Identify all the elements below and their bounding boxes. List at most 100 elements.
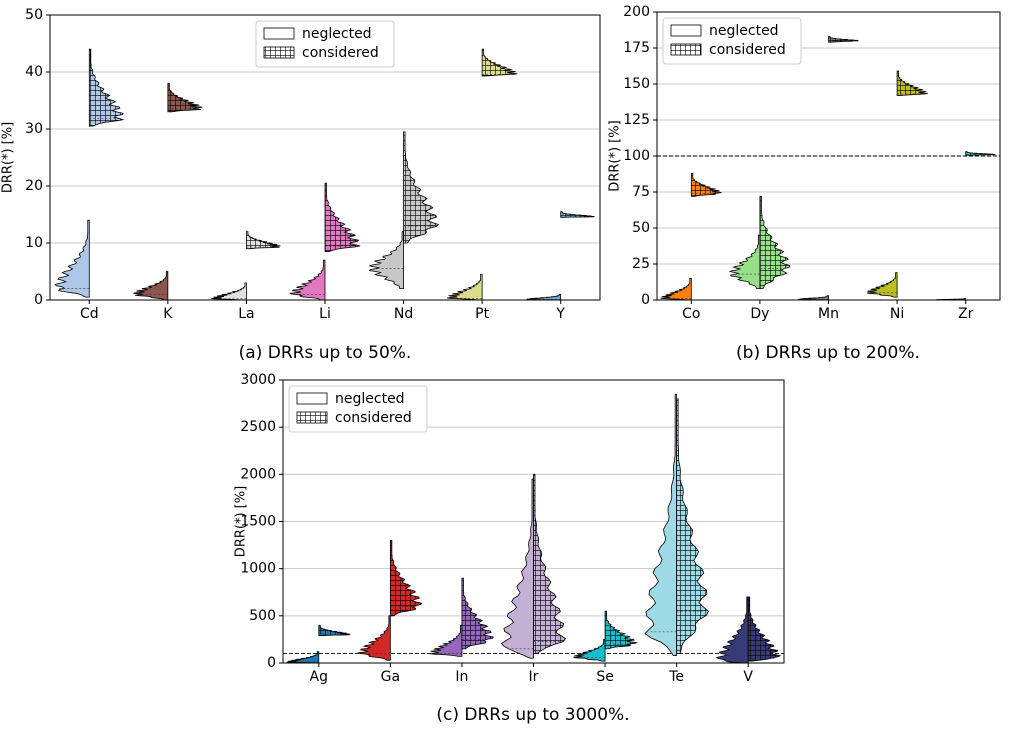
y-axis-label: DRR(*) [%]	[608, 120, 623, 191]
legend-swatch	[670, 43, 702, 56]
y-tick-label: 1000	[240, 561, 276, 577]
legend-label: considered	[709, 42, 786, 58]
plot-frame	[656, 11, 1001, 301]
violin-half	[533, 473, 567, 654]
legend-label: neglected	[302, 26, 372, 42]
violin-half	[54, 219, 90, 298]
violin-half	[211, 282, 247, 301]
legend-swatch	[296, 411, 328, 424]
y-tick-label: 125	[623, 112, 650, 128]
y-tick-label: 40	[25, 64, 43, 80]
x-tick-label: Ag	[310, 669, 328, 685]
caption: (b) DRRs up to 200%.	[736, 343, 920, 363]
y-tick-label: 0	[641, 292, 650, 308]
y-tick-label: 150	[623, 76, 650, 92]
y-tick-label: 10	[25, 235, 43, 251]
x-tick-label: Li	[319, 306, 331, 322]
x-tick-label: Co	[682, 306, 700, 322]
violin-half	[324, 182, 361, 252]
plot-frame	[282, 379, 785, 664]
legend-swatch	[263, 46, 295, 59]
x-tick-label: V	[743, 669, 753, 685]
y-axis-label: DRR(*) [%]	[234, 486, 249, 557]
caption: (a) DRRs up to 50%.	[239, 343, 412, 363]
y-tick-label: 500	[249, 608, 276, 624]
violin-half	[318, 624, 351, 637]
y-tick-label: 100	[623, 148, 650, 164]
violin-half	[715, 596, 749, 664]
y-tick-label: 1500	[240, 514, 276, 530]
legend-label: neglected	[709, 23, 779, 39]
y-tick-label: 200	[623, 4, 650, 20]
x-tick-label: Ir	[529, 669, 539, 685]
y-tick-label: 25	[632, 256, 650, 272]
y-tick-label: 175	[623, 40, 650, 56]
legend-swatch	[670, 24, 702, 37]
violin-half	[133, 271, 169, 301]
x-tick-label: K	[163, 306, 173, 322]
x-tick-label: La	[238, 306, 254, 322]
violin-half	[481, 48, 518, 77]
legend-label: considered	[335, 410, 412, 426]
violin-half	[389, 539, 423, 617]
y-tick-label: 50	[25, 7, 43, 23]
y-tick-label: 50	[632, 220, 650, 236]
violin-half	[690, 172, 722, 197]
violin-half	[728, 234, 761, 289]
violin-half	[573, 639, 606, 662]
y-tick-label: 0	[34, 292, 43, 308]
violin-half	[759, 195, 791, 289]
x-tick-label: In	[455, 669, 468, 685]
y-axis-label: DRR(*) [%]	[1, 122, 16, 193]
violin-half	[88, 48, 125, 127]
violin-half	[660, 278, 692, 301]
x-tick-label: Ga	[381, 669, 400, 685]
x-tick-label: Mn	[818, 306, 839, 322]
violin-half	[446, 273, 483, 301]
x-tick-label: Ni	[890, 306, 904, 322]
violin-half	[288, 259, 326, 301]
x-tick-label: Cd	[80, 306, 99, 322]
y-tick-label: 75	[632, 184, 650, 200]
violin-half	[368, 231, 404, 289]
legend-label: considered	[302, 45, 379, 61]
violin-half	[286, 651, 320, 664]
violin-half	[644, 393, 678, 656]
violin-half	[604, 610, 638, 650]
x-tick-label: Y	[555, 306, 565, 322]
y-tick-label: 3000	[240, 372, 276, 388]
violin-half	[560, 211, 595, 218]
x-tick-label: Te	[668, 669, 684, 685]
legend-swatch	[296, 392, 328, 405]
violin-half	[866, 272, 898, 298]
y-tick-label: 20	[25, 178, 43, 194]
violin-half	[526, 293, 562, 301]
y-tick-label: 0	[267, 655, 276, 671]
violin-half	[828, 36, 859, 43]
x-tick-label: Dy	[750, 306, 769, 322]
violin-half	[430, 624, 463, 657]
x-tick-label: Nd	[394, 306, 413, 322]
violin-half	[167, 83, 204, 113]
legend-swatch	[263, 27, 295, 40]
violin-half	[896, 70, 928, 96]
violin-half	[403, 131, 440, 244]
legend-label: neglected	[335, 391, 405, 407]
violin-half	[246, 231, 281, 250]
violin-half	[357, 615, 391, 661]
violin-half	[461, 577, 495, 650]
x-tick-label: Pt	[475, 306, 489, 322]
violin-half	[676, 398, 709, 654]
x-tick-label: Zr	[958, 306, 974, 322]
violin-half	[798, 295, 829, 301]
violin-half	[965, 151, 996, 156]
y-tick-label: 2000	[240, 466, 276, 482]
y-tick-label: 2500	[240, 419, 276, 435]
x-tick-label: Se	[596, 669, 614, 685]
caption: (c) DRRs up to 3000%.	[436, 705, 629, 725]
plot-frame	[49, 14, 601, 301]
violin-half	[500, 478, 534, 659]
y-tick-label: 30	[25, 121, 43, 137]
violin-half	[747, 596, 782, 662]
